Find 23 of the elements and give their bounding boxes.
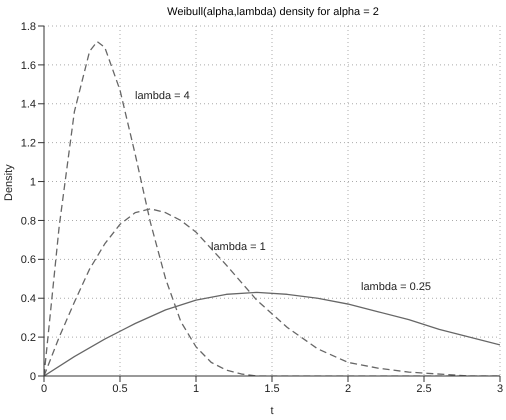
x-tick-label: 0 (40, 382, 48, 395)
y-tick-label: 1.6 (20, 60, 36, 72)
y-tick-label: 0.4 (20, 293, 36, 306)
x-tick-label: 0.5 (112, 382, 128, 395)
y-axis-title: Density (2, 164, 15, 201)
y-tick-label: 0 (30, 370, 36, 383)
x-tick-label: 2.5 (416, 382, 432, 395)
y-tick-label: 1.4 (20, 98, 36, 111)
y-tick-label: 1.8 (20, 20, 36, 33)
x-tick-label: 1 (192, 382, 200, 395)
x-tick-label: 1.5 (264, 382, 280, 395)
chart-title: Weibull(alpha,lambda) density for alpha = 2 (166, 6, 380, 18)
y-tick-label: 1 (30, 176, 36, 188)
y-tick-label: 0.2 (20, 332, 36, 344)
x-tick-label: 3 (496, 382, 504, 395)
y-tick-label: 0.6 (20, 254, 36, 266)
x-tick-label: 2 (344, 382, 352, 395)
x-axis-title: t (270, 405, 274, 417)
annotation: lambda = 0.25 (361, 281, 432, 293)
annotation: lambda = 1 (211, 241, 266, 253)
y-tick-label: 1.2 (20, 138, 36, 150)
annotation: lambda = 4 (135, 90, 190, 102)
y-tick-label: 0.8 (20, 215, 36, 228)
